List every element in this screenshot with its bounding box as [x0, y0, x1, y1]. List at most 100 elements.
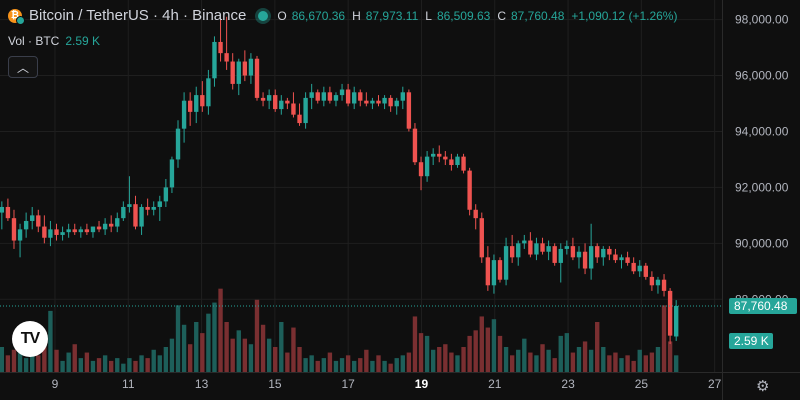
price-tick-label: 92,000.00 [735, 180, 789, 194]
candle [601, 248, 606, 258]
candle [163, 187, 169, 202]
volume-bar [430, 349, 436, 372]
candle [424, 156, 430, 177]
tether-icon [16, 15, 25, 25]
candle [607, 248, 612, 255]
volume-bar [181, 324, 187, 372]
volume-bar [121, 363, 126, 372]
candle [631, 262, 636, 272]
volume-bar [139, 355, 144, 372]
volume-bar [54, 349, 59, 372]
candle [546, 246, 551, 252]
candle [455, 156, 460, 166]
price-tick-label: 94,000.00 [735, 124, 789, 138]
volume-bar [72, 344, 77, 372]
volume-bar [376, 355, 381, 372]
volume-bar [42, 338, 47, 372]
candle [327, 92, 333, 101]
volume-bar [333, 360, 339, 372]
volume-bar [449, 352, 454, 372]
tradingview-logo-icon: TV [20, 330, 40, 347]
time-axis[interactable]: 9 11 13 15 17 19 21 23 25 27 [52, 377, 722, 391]
candle [661, 279, 667, 291]
volume-bar [11, 349, 17, 372]
candle [242, 61, 248, 76]
volume-bar [303, 358, 308, 372]
volume-bar [364, 349, 369, 372]
volume-bar [248, 344, 254, 372]
candle [400, 92, 405, 101]
volume-bar [90, 360, 96, 372]
volume-bar [576, 347, 582, 372]
volume-bar [516, 349, 521, 372]
candle [461, 156, 466, 171]
candle [84, 229, 90, 233]
volume-bar [674, 355, 679, 372]
volume-bar [595, 322, 600, 372]
candle [291, 103, 296, 115]
candle [358, 92, 363, 101]
volume-bar [601, 347, 606, 372]
volume-bar [242, 338, 248, 372]
volume-bar [528, 352, 533, 372]
candlesticks [0, 16, 679, 345]
time-tick-label: 13 [195, 377, 209, 391]
volume-bar [388, 363, 393, 372]
candle [388, 97, 393, 107]
volume-bar [485, 327, 491, 372]
candle [200, 95, 205, 107]
settings-gear-icon[interactable]: ⚙ [756, 378, 770, 395]
volume-bar [127, 358, 132, 372]
time-tick-label: 19 [415, 377, 429, 391]
collapse-legend-button[interactable]: ︿ [8, 56, 38, 78]
volume-bar [497, 335, 503, 372]
candle [151, 206, 156, 210]
volume-bar [200, 333, 205, 372]
volume-legend[interactable]: Vol · BTC 2.59 K [8, 34, 100, 48]
candle [121, 206, 126, 219]
open-value: 86,670.36 [291, 8, 346, 23]
candle [552, 246, 557, 263]
volume-bar [625, 355, 630, 372]
volume-value-label: 2.59 K [729, 333, 773, 349]
volume-bar [206, 313, 211, 372]
candle [613, 254, 618, 261]
volume-bar [297, 347, 302, 372]
candle [0, 206, 5, 213]
candle [655, 279, 661, 286]
volume-bar [285, 352, 290, 372]
symbol-legend[interactable]: ₿ Bitcoin / TetherUS · 4h · Binance O 86,… [8, 7, 679, 25]
volume-bar [194, 322, 199, 372]
candle [382, 97, 387, 104]
volume-bar [224, 322, 229, 372]
candle [449, 159, 454, 166]
tradingview-logo[interactable]: TV [12, 321, 48, 357]
candle [595, 246, 600, 258]
high-label: H [352, 8, 361, 23]
volume-bar [424, 335, 430, 372]
candle [157, 201, 162, 207]
candle [522, 240, 527, 244]
time-tick-label: 25 [635, 377, 649, 391]
candle [78, 229, 83, 233]
candle [145, 206, 150, 210]
low-label: L [425, 8, 432, 23]
volume-bar [102, 355, 108, 372]
volume-bar [279, 322, 284, 372]
time-tick-label: 23 [561, 377, 575, 391]
candle [667, 290, 673, 336]
volume-bar [631, 360, 636, 372]
volume-bar [157, 355, 162, 372]
candle [406, 92, 412, 129]
candle [625, 257, 630, 263]
candle [273, 95, 278, 110]
chevron-up-icon: ︿ [16, 60, 29, 75]
volume-bar [534, 355, 539, 372]
volume-bar [570, 352, 576, 372]
volume-bar [540, 344, 545, 372]
volume-bar [418, 333, 424, 372]
volume-bar [218, 288, 223, 372]
symbol-title[interactable]: Bitcoin / TetherUS · 4h · Binance [29, 7, 247, 24]
price-axis[interactable]: 98,000.00 96,000.00 94,000.00 92,000.00 90,0… [735, 13, 789, 307]
